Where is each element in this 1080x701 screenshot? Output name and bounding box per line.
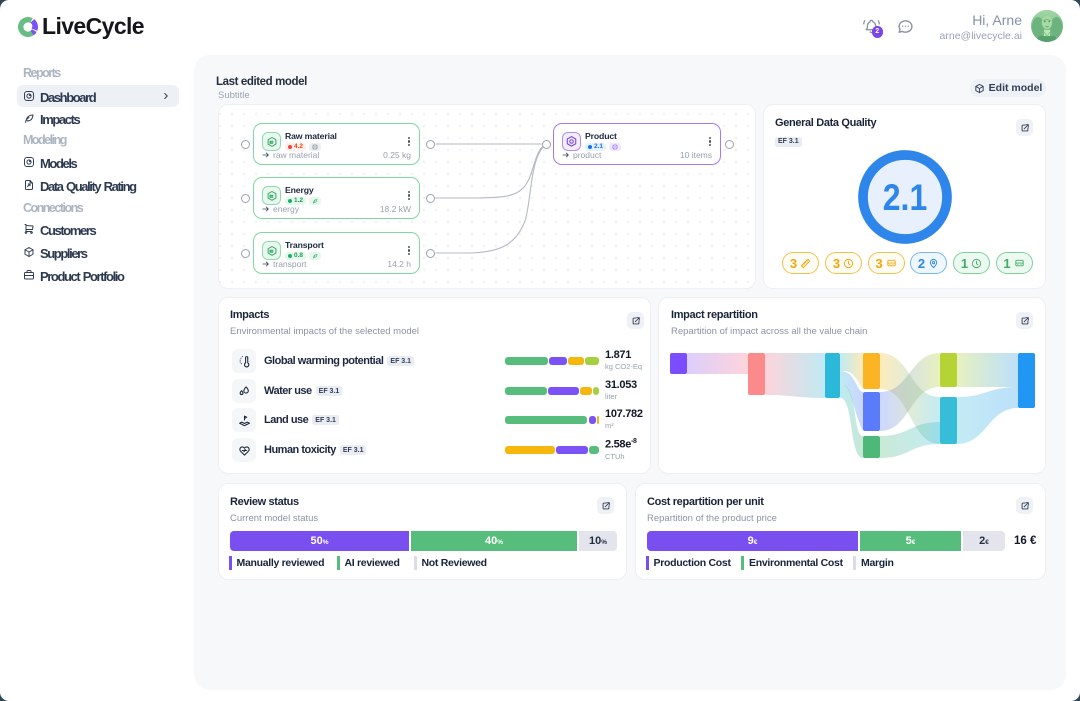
svg-text:2.1: 2.1 [883,177,928,218]
